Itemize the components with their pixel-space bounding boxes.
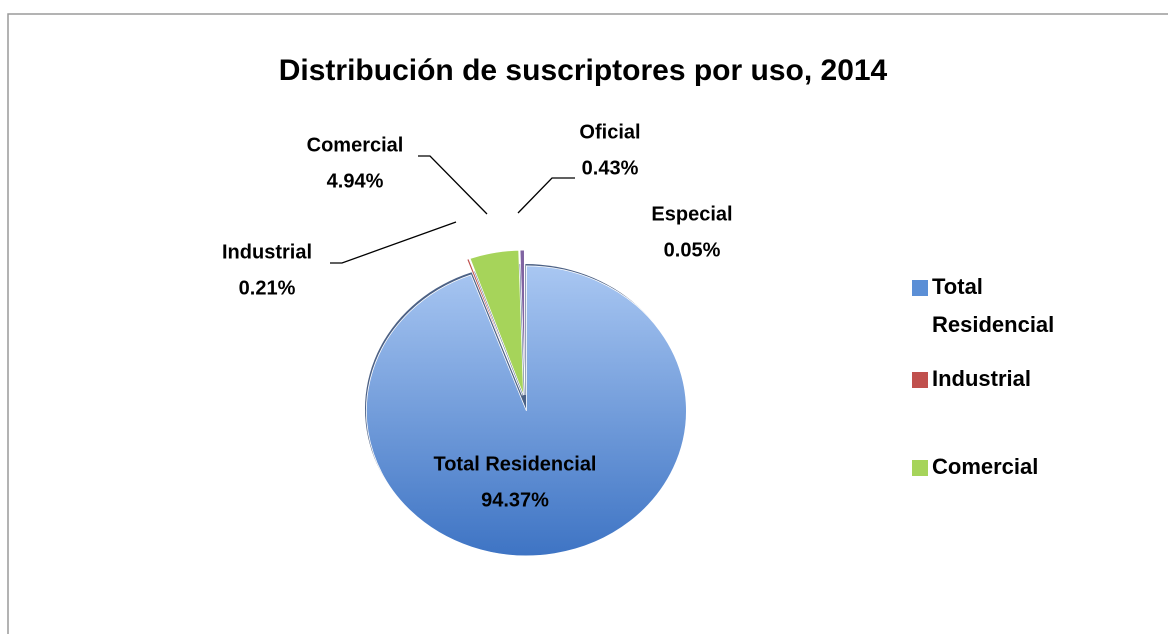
pie-slice xyxy=(469,249,524,396)
legend-label: Total Residencial xyxy=(932,274,1055,337)
legend-label: Comercial xyxy=(932,454,1039,479)
data-label-name: Total Residencial xyxy=(433,453,596,475)
data-label-value: 4.94% xyxy=(327,170,384,192)
legend-swatch xyxy=(912,280,928,296)
legend-entry: Industrial xyxy=(912,360,1082,398)
data-label-value: 0.21% xyxy=(239,277,296,299)
data-label-name: Comercial xyxy=(307,134,404,156)
pie-slice xyxy=(524,249,526,396)
legend-label: Industrial xyxy=(932,366,1032,391)
legend-entry: Total Residencial xyxy=(912,268,1082,344)
legend-swatch xyxy=(912,460,928,476)
pie-slice xyxy=(366,265,687,557)
data-label-name: Especial xyxy=(651,203,732,225)
legend-entry: Comercial xyxy=(912,448,1082,486)
legend-swatch xyxy=(912,372,928,388)
data-label-value: 94.37% xyxy=(481,489,549,511)
data-label-name: Industrial xyxy=(222,241,312,263)
pie-slice xyxy=(466,258,523,396)
data-label-name: Oficial xyxy=(579,121,640,143)
leader-lines xyxy=(330,155,575,264)
data-label-value: 0.05% xyxy=(664,239,721,261)
data-label-value: 0.43% xyxy=(582,157,639,179)
chart-title: Distribución de suscriptores por uso, 20… xyxy=(279,54,888,87)
